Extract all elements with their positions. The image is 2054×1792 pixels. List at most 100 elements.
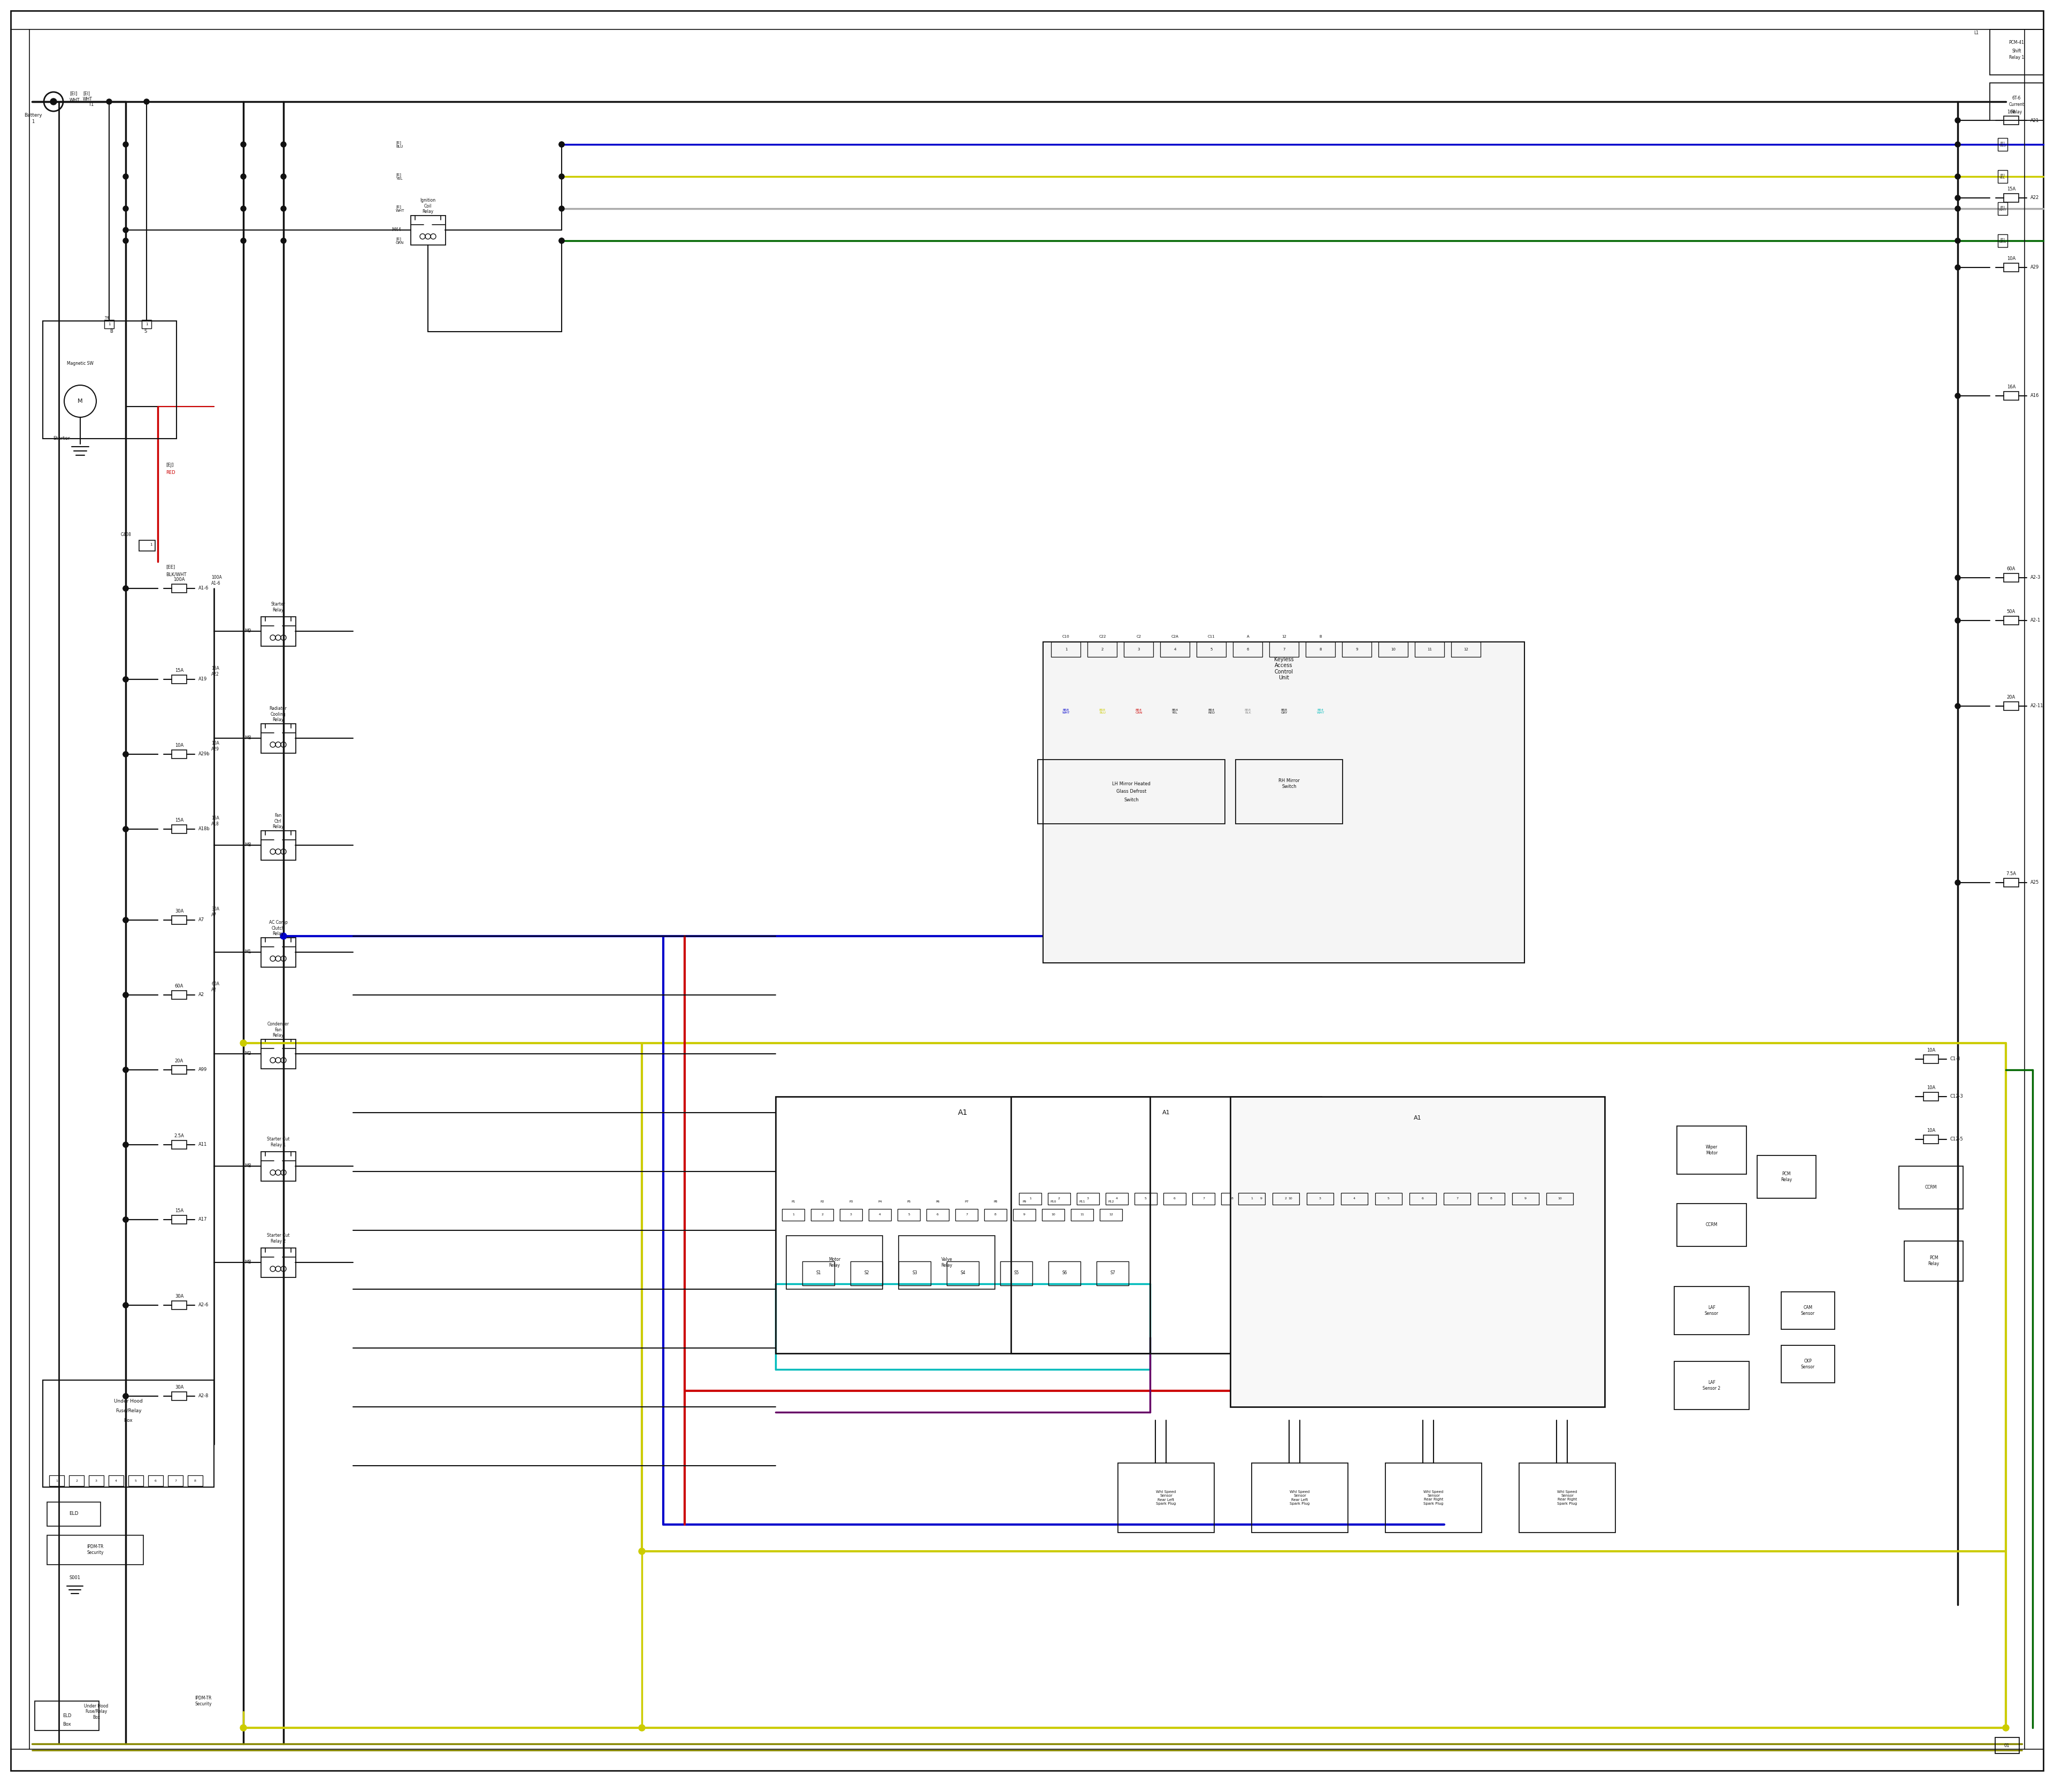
Text: M9: M9 [244, 629, 251, 634]
Bar [1070, 1210, 1093, 1220]
Bar [1163, 1193, 1185, 1204]
Bar [776, 1097, 1150, 1353]
Text: Box: Box [64, 1722, 72, 1727]
Text: 20A: 20A [175, 1059, 183, 1064]
Text: Relay 1: Relay 1 [2009, 56, 2023, 61]
Bar [2005, 116, 2019, 125]
Text: 2: 2 [1058, 1197, 1060, 1201]
Bar [1479, 1193, 1506, 1204]
Bar [947, 1262, 980, 1285]
Bar [955, 1210, 978, 1220]
Text: Whl Speed
Sensor
Rear Right
Spark Plug: Whl Speed Sensor Rear Right Spark Plug [1423, 1491, 1444, 1505]
Text: M8: M8 [244, 737, 251, 740]
Text: 10: 10 [1557, 1197, 1561, 1201]
Text: 1: 1 [1251, 1197, 1253, 1201]
Bar [1037, 760, 1224, 824]
Text: 10A: 10A [1927, 1086, 1935, 1091]
Circle shape [123, 751, 127, 756]
Bar [1999, 202, 2007, 215]
Text: 60A
A2: 60A A2 [212, 982, 220, 993]
Text: 3: 3 [1319, 1197, 1321, 1201]
Text: Under Hood
Fuse/Relay
Box: Under Hood Fuse/Relay Box [84, 1704, 109, 1720]
Circle shape [559, 174, 565, 179]
Circle shape [240, 206, 246, 211]
Bar [1756, 1156, 1816, 1199]
Bar [1452, 642, 1481, 658]
Bar [850, 1262, 883, 1285]
Text: C2: C2 [1136, 634, 1142, 638]
Text: A7: A7 [199, 918, 205, 923]
Text: 8: 8 [1319, 647, 1323, 650]
Bar [1117, 1462, 1214, 1532]
Circle shape [123, 993, 127, 998]
Text: A2-6: A2-6 [199, 1303, 210, 1308]
Circle shape [1955, 174, 1960, 179]
Circle shape [123, 586, 127, 591]
Text: P5: P5 [906, 1201, 910, 1202]
Bar [1923, 1093, 1939, 1100]
Text: 15A: 15A [2007, 186, 2015, 192]
Text: 1: 1 [1029, 1197, 1031, 1201]
Bar [261, 1039, 296, 1068]
Circle shape [123, 1217, 127, 1222]
Bar [1280, 1193, 1302, 1204]
Bar [1444, 1193, 1471, 1204]
Circle shape [279, 934, 288, 939]
Text: A2: A2 [199, 993, 203, 998]
Text: 8R4
YEL: 8R4 YEL [1173, 708, 1179, 715]
Text: 30A: 30A [175, 909, 183, 914]
Text: 8R8
BLU: 8R8 BLU [1099, 708, 1105, 715]
Text: 5: 5 [1210, 647, 1212, 650]
Bar [1994, 1738, 2019, 1754]
Circle shape [123, 228, 127, 233]
Text: Box: Box [123, 1417, 134, 1423]
Circle shape [2003, 1724, 2009, 1731]
Bar [1378, 642, 1407, 658]
Bar [261, 616, 296, 647]
Bar [173, 991, 187, 1000]
Bar [898, 1210, 920, 1220]
Bar [43, 321, 177, 439]
Text: 8R4
RED: 8R4 RED [1208, 708, 1216, 715]
Circle shape [123, 993, 127, 998]
Text: A2-3: A2-3 [2031, 575, 2042, 581]
Bar [1520, 1462, 1614, 1532]
Bar [1013, 1210, 1035, 1220]
Circle shape [49, 99, 58, 106]
Text: A2-1: A2-1 [2031, 618, 2042, 624]
Circle shape [123, 1394, 127, 1400]
Text: A1: A1 [1413, 1115, 1421, 1120]
Circle shape [240, 238, 246, 244]
Text: 7: 7 [1456, 1197, 1458, 1201]
Text: PCM
Relay: PCM Relay [1929, 1256, 1939, 1265]
Text: LAF
Sensor 2: LAF Sensor 2 [1703, 1380, 1721, 1391]
Text: C22: C22 [1099, 634, 1105, 638]
Text: [EE]: [EE] [166, 564, 175, 570]
Text: L1: L1 [1974, 30, 1978, 36]
Text: B: B [1319, 634, 1323, 638]
Bar [1781, 1346, 1834, 1383]
Text: 15A: 15A [175, 819, 183, 823]
Bar [411, 215, 446, 246]
Circle shape [123, 238, 127, 244]
Circle shape [144, 99, 150, 104]
Text: M8: M8 [244, 1163, 251, 1168]
Text: M1: M1 [244, 950, 251, 955]
Bar [173, 1140, 187, 1149]
Bar [88, 1475, 105, 1486]
Bar [1099, 1210, 1121, 1220]
Text: [E]
GRN: [E] GRN [396, 237, 405, 244]
Bar [2005, 392, 2019, 400]
Text: Ignition
Coil
Relay: Ignition Coil Relay [421, 197, 435, 213]
Bar [2005, 616, 2019, 625]
Circle shape [559, 142, 565, 147]
Bar [840, 1210, 863, 1220]
Bar [1232, 642, 1263, 658]
Bar [187, 1475, 203, 1486]
Text: 7: 7 [175, 1480, 177, 1482]
Text: 2: 2 [76, 1480, 78, 1482]
Text: T4: T4 [105, 315, 109, 319]
Bar [1898, 1167, 1964, 1210]
Text: Magnetic SW: Magnetic SW [68, 362, 94, 366]
Text: 10: 10 [1391, 647, 1397, 650]
